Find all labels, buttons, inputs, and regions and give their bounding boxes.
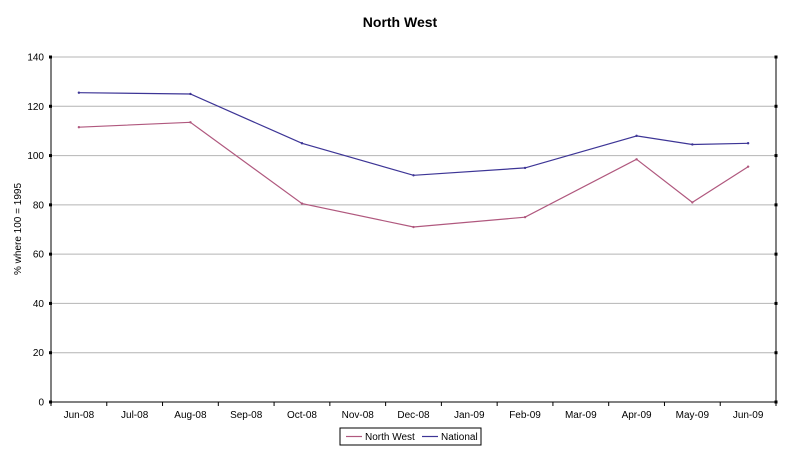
data-point <box>412 225 415 229</box>
series-line-national <box>78 92 749 176</box>
x-tick-label: Apr-09 <box>622 410 652 421</box>
x-tick-label: Jul-08 <box>121 410 149 421</box>
legend-entry: National <box>441 432 478 443</box>
y-tick-label: 0 <box>38 398 44 409</box>
data-point <box>523 166 527 170</box>
y-axis-label: % where 100 = 1995 <box>13 183 24 275</box>
legend: North West National <box>339 427 482 446</box>
y-tick-mark <box>49 301 52 305</box>
x-tick-label: Nov-08 <box>342 410 375 421</box>
x-tick-label: Oct-08 <box>287 410 317 421</box>
chart-title: North West <box>363 14 438 30</box>
y-axis-ticks: 0 20 40 60 80 100 120 140 <box>27 53 778 409</box>
y-tick-label: 140 <box>27 53 44 64</box>
y-tick-mark-right <box>774 154 778 158</box>
data-point <box>77 91 81 94</box>
data-point <box>746 165 750 168</box>
data-point <box>523 215 527 219</box>
legend-entry: North West <box>365 432 415 443</box>
y-tick-label: 40 <box>33 299 45 310</box>
x-tick-label: Aug-08 <box>174 410 207 421</box>
y-tick-mark <box>49 203 52 207</box>
data-point <box>635 158 638 161</box>
y-tick-mark-right <box>774 351 778 355</box>
data-point <box>77 126 81 129</box>
y-tick-label: 100 <box>27 151 44 162</box>
data-point <box>300 142 304 145</box>
axes <box>50 57 777 403</box>
x-axis-ticks: Jun-08 Jul-08 Aug-08 Sep-08 Oct-08 Nov-08 Dec-… <box>50 402 777 421</box>
x-tick-label: Jan-09 <box>454 410 485 421</box>
x-tick-label: Dec-08 <box>397 410 430 421</box>
data-point <box>746 142 750 145</box>
gridlines <box>51 56 776 354</box>
y-tick-label: 80 <box>33 200 45 211</box>
x-tick-label: Feb-09 <box>509 410 541 421</box>
y-tick-mark <box>49 351 52 355</box>
y-tick-mark <box>49 55 52 59</box>
data-point <box>189 92 192 96</box>
series-lines <box>77 91 750 229</box>
y-tick-mark <box>49 104 52 108</box>
y-tick-mark-right <box>774 203 778 207</box>
data-point <box>635 134 638 138</box>
y-tick-mark <box>49 252 52 256</box>
data-point <box>691 143 694 146</box>
y-tick-label: 20 <box>33 348 45 359</box>
y-tick-mark-right <box>774 55 778 59</box>
x-tick-label: Mar-09 <box>565 410 597 421</box>
y-tick-mark-right <box>774 301 778 305</box>
data-point <box>300 202 304 205</box>
y-tick-label: 60 <box>33 250 45 261</box>
y-tick-mark <box>49 154 52 158</box>
legend-box <box>339 427 482 446</box>
x-tick-label: Sep-08 <box>230 410 263 421</box>
x-tick-label: Jun-09 <box>733 410 764 421</box>
y-tick-label: 120 <box>27 102 44 113</box>
y-tick-mark-right <box>774 104 778 108</box>
y-tick-mark-right <box>774 252 778 256</box>
data-point <box>691 201 694 204</box>
x-tick-label: Jun-08 <box>64 410 95 421</box>
data-point <box>412 174 415 177</box>
series-line-north-west <box>78 121 749 228</box>
x-tick-label: May-09 <box>676 410 710 421</box>
data-point <box>189 121 192 124</box>
